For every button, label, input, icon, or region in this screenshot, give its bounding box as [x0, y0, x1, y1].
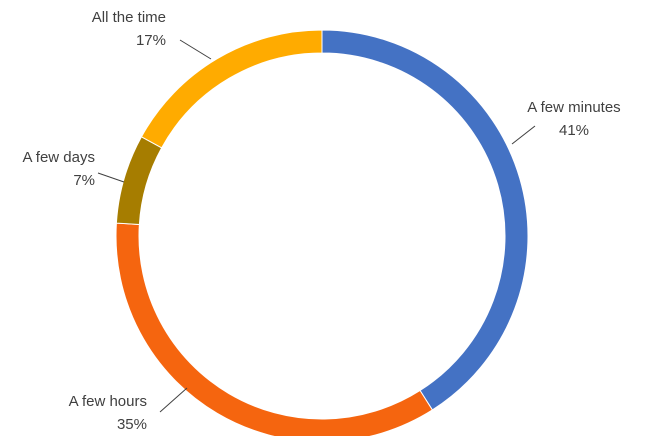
slice-label-a-few-minutes: A few minutes 41% [527, 99, 620, 139]
slice-a-few-hours [115, 222, 434, 436]
slice-percent-label: 41% [559, 122, 589, 139]
leader-lines [97, 39, 536, 413]
leader-line-all-the-time [179, 39, 212, 60]
slice-all-the-time [140, 29, 323, 149]
slice-percent-label: 17% [136, 32, 166, 49]
leader-line-a-few-hours [159, 387, 188, 413]
slice-label-a-few-hours: A few hours 35% [69, 393, 147, 433]
slice-category-label: A few minutes [527, 99, 620, 116]
slice-labels: A few minutes 41% A few hours 35% A few days… [22, 9, 620, 433]
slice-label-all-the-time: All the time 17% [92, 9, 166, 49]
slice-label-a-few-days: A few days 7% [22, 149, 95, 189]
leader-line-a-few-days [97, 172, 125, 183]
slice-category-label: All the time [92, 9, 166, 26]
slice-percent-label: 35% [117, 416, 147, 433]
slice-category-label: A few hours [69, 393, 147, 410]
leader-line-a-few-minutes [511, 125, 536, 145]
slice-percent-label: 7% [73, 172, 95, 189]
donut-slices [115, 29, 529, 436]
slice-a-few-days [115, 136, 163, 226]
slice-category-label: A few days [22, 149, 95, 166]
slice-a-few-minutes [321, 29, 529, 411]
